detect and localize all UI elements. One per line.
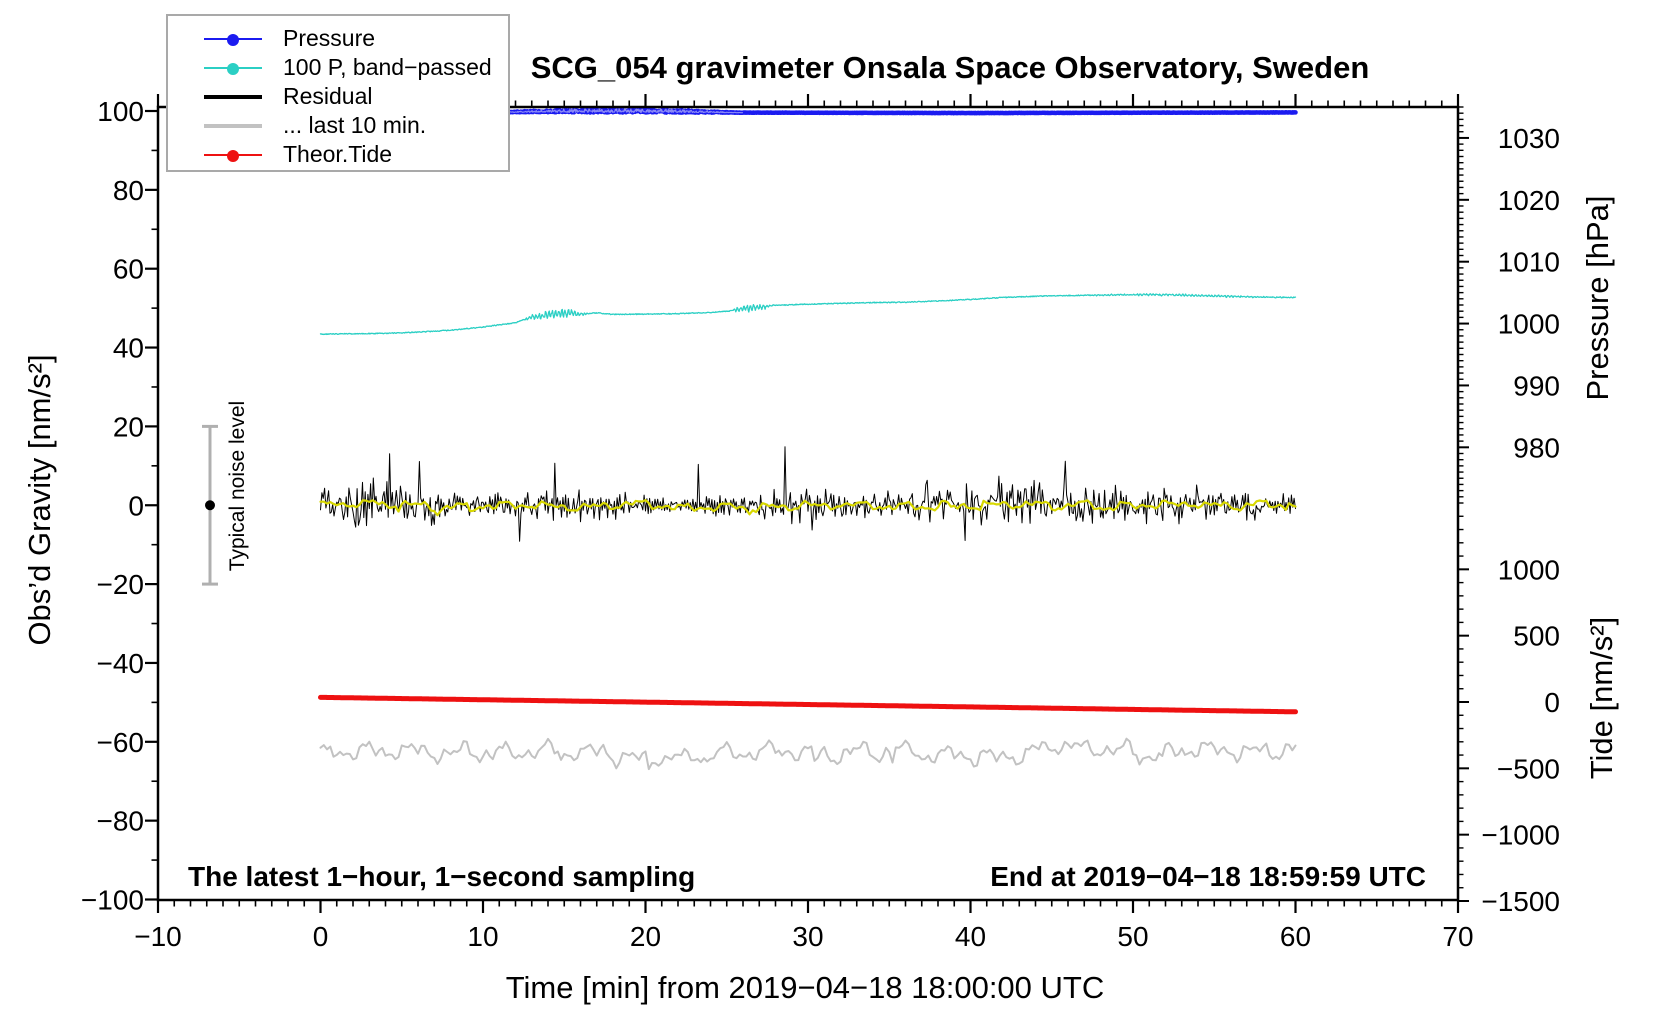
pressure-tick-label: 980 bbox=[1513, 432, 1560, 463]
x-tick-label: 0 bbox=[313, 921, 329, 952]
legend-item-label: Pressure bbox=[283, 25, 376, 51]
gravity-tick-label: 60 bbox=[113, 254, 144, 285]
tide-tick-label: 500 bbox=[1513, 621, 1560, 652]
y-axis-label-tide: Tide [nm/s²] bbox=[1584, 616, 1619, 780]
pressure-tick-label: 1010 bbox=[1498, 247, 1560, 278]
gravity-tick-label: −20 bbox=[97, 569, 145, 600]
pressure-tick-label: 1020 bbox=[1498, 185, 1560, 216]
legend-line-sample bbox=[204, 123, 262, 128]
x-tick-label: 60 bbox=[1280, 921, 1311, 952]
noise-level-dot bbox=[205, 500, 215, 511]
gravity-tick-label: −40 bbox=[97, 648, 145, 679]
noise-level-label: Typical noise level bbox=[226, 400, 249, 572]
sampling-note: The latest 1−hour, 1−second sampling bbox=[188, 861, 696, 892]
series--last-10-min- bbox=[319, 737, 1297, 771]
series-line bbox=[320, 446, 1296, 542]
legend-item: ... last 10 min. bbox=[168, 111, 508, 140]
pressure-tick-label: 1030 bbox=[1498, 123, 1560, 154]
x-tick-label: 70 bbox=[1442, 921, 1473, 952]
legend-marker-dot bbox=[227, 33, 239, 46]
tick-labels: −10 0 10 20 30 40 50 60 70100806040200−20−40−60−… bbox=[81, 96, 1560, 952]
x-tick-label: 30 bbox=[792, 921, 823, 952]
legend-line-sample bbox=[204, 94, 262, 99]
gravity-tick-label: 20 bbox=[113, 411, 144, 442]
legend-item: Theor.Tide bbox=[168, 140, 508, 169]
series-line bbox=[319, 737, 1297, 771]
x-tick-label: 20 bbox=[630, 921, 661, 952]
legend-item-label: ... last 10 min. bbox=[283, 112, 427, 138]
series-fuzz bbox=[498, 107, 744, 114]
pressure-tick-label: 1000 bbox=[1498, 309, 1560, 340]
legend-item: 100 P, band−passed bbox=[168, 53, 508, 82]
gravity-tick-label: 100 bbox=[97, 96, 144, 127]
gravity-tick-label: −80 bbox=[97, 806, 145, 837]
series-theor-tide bbox=[318, 694, 1298, 715]
gravity-tick-label: 40 bbox=[113, 333, 144, 364]
end-time-note: End at 2019−04−18 18:59:59 UTC bbox=[990, 861, 1426, 892]
gravity-tick-label: 0 bbox=[128, 490, 144, 521]
x-tick-label: −10 bbox=[134, 921, 182, 952]
tide-tick-label: 0 bbox=[1544, 687, 1560, 718]
chart-title: SCG_054 gravimeter Onsala Space Observat… bbox=[530, 50, 1370, 85]
legend-item-label: 100 P, band−passed bbox=[283, 54, 492, 80]
axes-layer: −10 0 10 20 30 40 50 60 70100806040200−20−40−60−… bbox=[81, 94, 1560, 952]
legend-item-label: Residual bbox=[283, 83, 373, 109]
legend-item: Pressure bbox=[168, 24, 508, 53]
gravity-tick-label: −60 bbox=[97, 727, 145, 758]
legend-item-label: Theor.Tide bbox=[283, 141, 393, 167]
series-line bbox=[319, 293, 1297, 336]
tide-tick-label: 1000 bbox=[1498, 554, 1560, 585]
tide-tick-label: −1500 bbox=[1481, 886, 1560, 917]
legend: Pressure 100 P, band−passed Residual ... la… bbox=[166, 14, 510, 172]
legend-item: Residual bbox=[168, 82, 508, 111]
tick-marks bbox=[145, 94, 1469, 913]
noise-level-marker bbox=[202, 424, 218, 586]
series-layer bbox=[318, 106, 1298, 771]
legend-marker-dot bbox=[227, 62, 239, 75]
gravity-tick-label: 80 bbox=[113, 175, 144, 206]
series-line bbox=[318, 694, 1298, 715]
tide-tick-label: −500 bbox=[1497, 753, 1560, 784]
gravity-tick-label: −100 bbox=[81, 885, 144, 916]
series-residual-smoothed bbox=[319, 499, 1297, 517]
tide-tick-label: −1000 bbox=[1481, 820, 1560, 851]
x-tick-label: 40 bbox=[955, 921, 986, 952]
series-residual bbox=[320, 446, 1296, 542]
y-axis-label-pressure: Pressure [hPa] bbox=[1580, 195, 1615, 401]
series-line bbox=[319, 499, 1297, 517]
legend-marker-dot bbox=[227, 149, 239, 162]
series-100-p-band-passed bbox=[319, 293, 1297, 336]
legend-line-sample bbox=[204, 33, 262, 46]
legend-line-sample bbox=[204, 62, 262, 75]
pressure-tick-label: 990 bbox=[1513, 370, 1560, 401]
legend-line-sample bbox=[204, 149, 262, 162]
x-axis-label: Time [min] from 2019−04−18 18:00:00 UTC bbox=[505, 970, 1105, 1005]
x-tick-label: 10 bbox=[467, 921, 498, 952]
y-axis-label-gravity: Obs’d Gravity [nm/s²] bbox=[22, 354, 57, 646]
x-tick-label: 50 bbox=[1117, 921, 1148, 952]
